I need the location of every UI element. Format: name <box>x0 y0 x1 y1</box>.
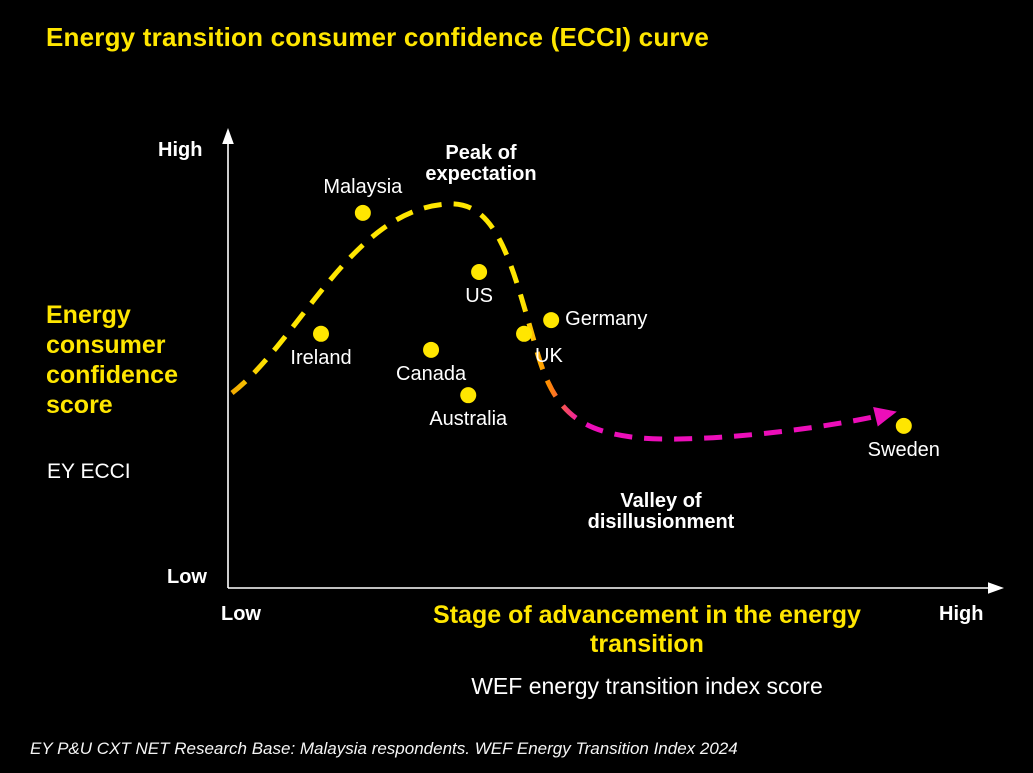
data-point-ireland <box>313 325 329 342</box>
data-point-australia <box>460 387 477 404</box>
data-point-us <box>471 263 488 280</box>
country-label-ireland: Ireland <box>290 346 352 369</box>
valley-annotation: Valley of disillusionment <box>587 490 735 533</box>
data-point-malaysia <box>354 204 371 221</box>
x-axis-low-label: Low <box>221 603 261 625</box>
x-axis-subtitle: WEF energy transition index score <box>471 673 823 699</box>
country-label-uk: UK <box>535 344 563 367</box>
data-point-sweden <box>895 417 912 434</box>
country-label-australia: Australia <box>429 408 508 431</box>
data-point-germany <box>543 312 560 329</box>
data-point-uk <box>516 325 533 342</box>
country-label-us: US <box>465 284 493 307</box>
footer-source-note: EY P&U CXT NET Research Base: Malaysia r… <box>30 739 738 758</box>
y-axis-low-label: Low <box>167 566 207 588</box>
y-axis-arrow-icon <box>222 128 234 144</box>
chart-title: Energy transition consumer confidence (E… <box>46 22 710 52</box>
y-axis-title: Energy consumer confidence score <box>46 301 178 419</box>
ecci-curve <box>230 201 897 442</box>
y-axis-high-label: High <box>158 139 203 161</box>
data-points-group <box>313 204 912 434</box>
x-axis-arrow-icon <box>988 582 1004 594</box>
data-point-canada <box>423 341 440 358</box>
y-axis-subtitle: EY ECCI <box>47 460 131 483</box>
peak-annotation: Peak of expectation <box>425 142 537 185</box>
country-label-germany: Germany <box>565 308 648 331</box>
country-label-canada: Canada <box>396 362 467 385</box>
x-axis-high-label: High <box>939 603 984 625</box>
country-label-sweden: Sweden <box>867 438 940 461</box>
x-axis-title: Stage of advancement in the energy trans… <box>433 601 861 658</box>
country-label-malaysia: Malaysia <box>323 175 403 198</box>
